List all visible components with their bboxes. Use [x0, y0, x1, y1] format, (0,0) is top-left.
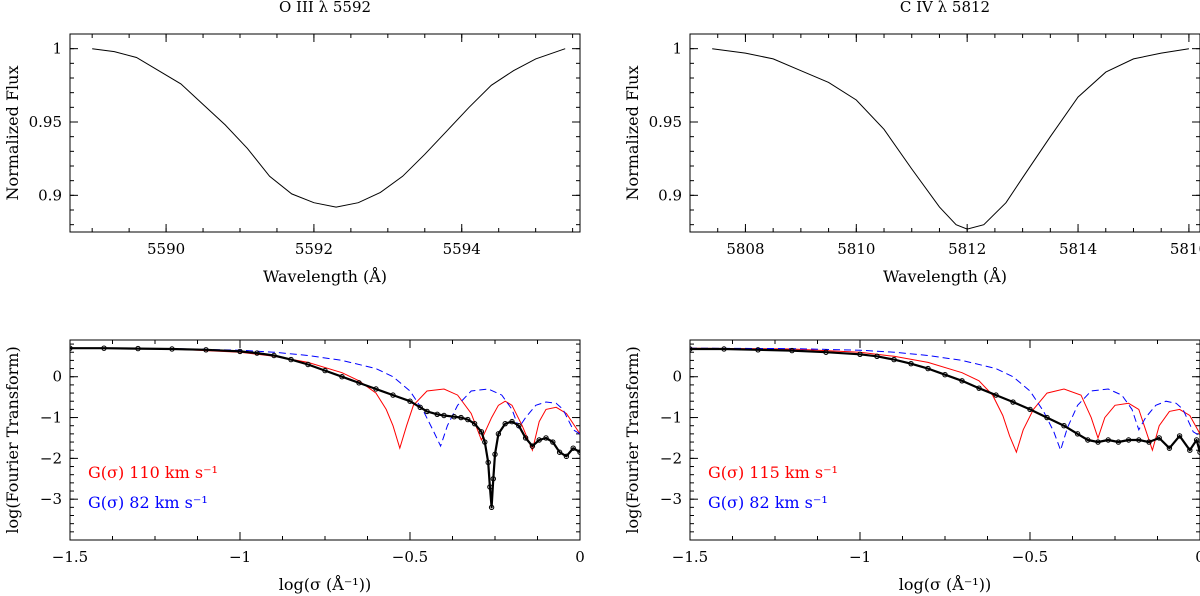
panel-4: −1.5 −1 −0.5 0 −3 −2 −1 0 log(σ (Å⁻¹)) log(Fourie…: [623, 339, 1200, 594]
series-3: [70, 345, 580, 511]
series-2: [690, 347, 1200, 452]
legend-entry: G(σ) 110 km s⁻¹: [88, 463, 218, 482]
panel-2: C IV λ 5812 5808 5810 5812 5814 5816 0.9 0.95 1 W…: [623, 0, 1200, 286]
series-1: [712, 48, 1189, 230]
x-tick-label: −1: [229, 548, 251, 566]
series-line: [70, 347, 580, 452]
x-tick-label: −1: [849, 548, 871, 566]
x-tick-label: 5590: [147, 240, 185, 258]
legend-entry: G(σ) 82 km s⁻¹: [708, 493, 828, 512]
x-tick-label: 5812: [948, 240, 986, 258]
data-point: [1176, 433, 1183, 439]
data-point: [577, 449, 580, 455]
y-tick-label: 0.9: [38, 186, 62, 204]
series-line: [92, 48, 566, 208]
x-tick-label: 5814: [1059, 240, 1097, 258]
x-tick-label: −0.5: [392, 548, 428, 566]
data-point: [563, 453, 570, 460]
data-point: [570, 445, 576, 451]
series-line: [712, 48, 1189, 230]
x-tick-label: 0: [575, 548, 585, 566]
y-axis-label: Normalized Flux: [623, 66, 642, 201]
x-tick-label: 5808: [726, 240, 764, 258]
x-axis-label: log(σ (Å⁻¹)): [899, 574, 991, 594]
x-axis-label: log(σ (Å⁻¹)): [279, 574, 371, 594]
y-tick-label: 1: [52, 40, 62, 58]
x-axis-label: Wavelength (Å): [883, 266, 1007, 286]
series-line: [70, 347, 580, 448]
panel-1: O III λ 5592 5590 5592 5594 0.9 0.95 1 Waveleng…: [3, 0, 581, 286]
x-axis-label: Wavelength (Å): [263, 266, 387, 286]
data-point: [1074, 431, 1081, 437]
y-axis-label: log(Fourier Transform): [623, 346, 642, 533]
legend-entry: G(σ) 82 km s⁻¹: [88, 493, 208, 512]
series-1: [690, 347, 1200, 454]
series-1: [70, 347, 580, 452]
y-tick-label: 0.95: [29, 113, 62, 131]
y-tick-label: −1: [660, 409, 682, 427]
data-layer: [92, 48, 566, 208]
series-1: [92, 48, 566, 208]
series-line: [690, 347, 1200, 452]
x-tick-label: −0.5: [1012, 548, 1048, 566]
panel-title: O III λ 5592: [279, 0, 371, 16]
data-point: [1187, 447, 1193, 453]
y-tick-label: −3: [40, 490, 62, 508]
y-tick-label: −1: [40, 409, 62, 427]
x-tick-label: −1.5: [672, 548, 708, 566]
legend-entry: G(σ) 115 km s⁻¹: [708, 463, 838, 482]
panel-3: −1.5 −1 −0.5 0 −3 −2 −1 0 log(σ (Å⁻¹)) log(Fourie…: [3, 339, 585, 594]
y-tick-label: −2: [40, 449, 62, 467]
y-axis-label: Normalized Flux: [3, 66, 22, 201]
plot-frame: [689, 33, 1200, 233]
data-layer: [70, 345, 580, 511]
y-axis-label: log(Fourier Transform): [3, 346, 22, 533]
y-tick-label: −3: [660, 490, 682, 508]
y-tick-label: −2: [660, 449, 682, 467]
x-tick-label: 5592: [295, 240, 333, 258]
series-3: [690, 346, 1200, 455]
y-tick-label: 0.95: [649, 113, 682, 131]
series-2: [70, 347, 580, 448]
data-layer: [712, 48, 1189, 230]
x-tick-label: −1.5: [52, 548, 88, 566]
data-point: [550, 439, 556, 445]
y-tick-label: 0.9: [658, 186, 682, 204]
x-tick-label: 5810: [837, 240, 875, 258]
y-tick-label: 1: [672, 40, 682, 58]
y-tick-label: 0: [672, 368, 682, 386]
x-tick-label: 5594: [443, 240, 481, 258]
data-point: [1197, 449, 1200, 455]
data-point: [1166, 445, 1173, 451]
y-tick-label: 0: [52, 368, 62, 386]
data-point: [529, 443, 536, 449]
data-layer: [690, 346, 1200, 455]
x-tick-label: 0: [1195, 548, 1200, 566]
x-tick-label: 5816: [1170, 240, 1200, 258]
series-line: [690, 347, 1200, 454]
data-trace: [70, 347, 580, 509]
panel-title: C IV λ 5812: [900, 0, 990, 16]
plot-frame: [69, 33, 581, 233]
data-point: [471, 420, 478, 427]
data-trace: [690, 347, 1200, 453]
